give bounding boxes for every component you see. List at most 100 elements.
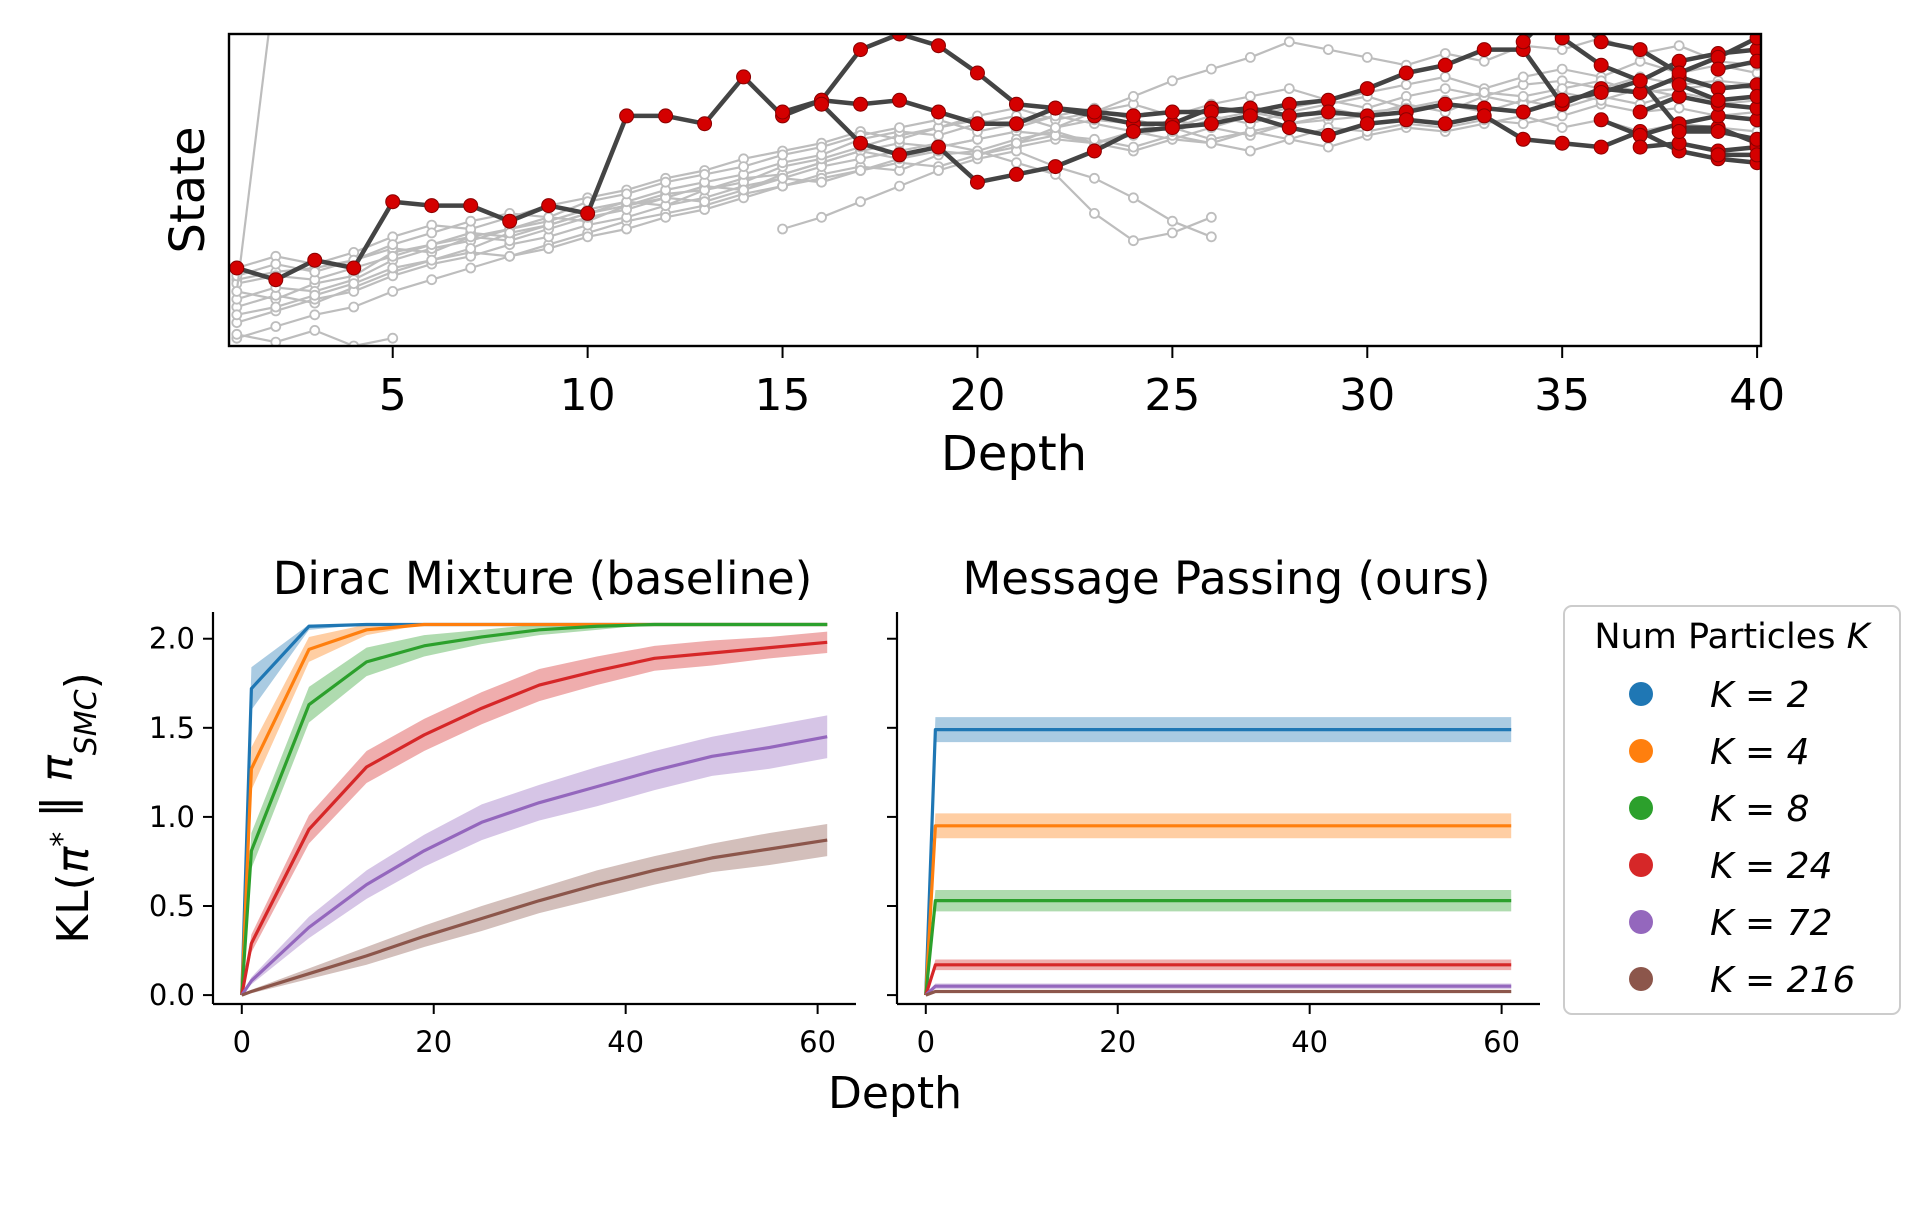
- background-point: [660, 211, 672, 223]
- particle-point: [969, 174, 985, 190]
- background-point: [270, 301, 282, 313]
- background-point: [348, 301, 360, 313]
- background-trajectory-9: [236, 79, 1758, 277]
- particle-point: [891, 34, 907, 42]
- particle-point: [930, 139, 946, 155]
- particle-point: [463, 198, 479, 214]
- top-y-axis-label: State: [160, 126, 216, 253]
- background-point: [309, 266, 321, 278]
- background-point: [1556, 110, 1568, 122]
- background-point: [1400, 79, 1412, 91]
- particle-point: [736, 69, 752, 85]
- background-point: [1439, 71, 1451, 83]
- top-x-tick-label: 25: [1144, 370, 1200, 421]
- particle-point: [1671, 77, 1687, 93]
- dirac-mixture-title: Dirac Mixture (baseline): [273, 552, 813, 605]
- background-point: [1089, 133, 1100, 145]
- surviving-trajectory-0: [236, 34, 1758, 282]
- background-point: [777, 149, 788, 161]
- particle-point: [1593, 85, 1609, 100]
- background-point: [1517, 118, 1529, 130]
- background-point: [426, 254, 438, 266]
- background-point: [465, 215, 477, 227]
- legend-label-3: K = 24: [1710, 846, 1832, 887]
- background-point: [1322, 44, 1334, 55]
- background-point: [777, 172, 788, 184]
- br-band-3: [925, 959, 1512, 996]
- particle-point: [1515, 34, 1531, 50]
- top-x-tick-label: 10: [560, 370, 616, 421]
- bl-y-tick-label: 1.5: [149, 711, 195, 745]
- background-point: [777, 223, 788, 235]
- background-point: [465, 243, 477, 254]
- particle-point: [1437, 96, 1453, 112]
- background-point: [387, 262, 399, 274]
- particle-point: [1437, 116, 1453, 132]
- background-point: [270, 258, 282, 270]
- legend-label-1: K = 4: [1710, 732, 1810, 773]
- particle-point: [853, 96, 869, 112]
- background-point: [309, 324, 321, 336]
- particle-point: [580, 205, 596, 221]
- background-point: [1556, 44, 1568, 55]
- background-point: [387, 250, 399, 262]
- particle-point: [1125, 124, 1141, 139]
- bl-x-tick-label: 20: [415, 1025, 452, 1059]
- background-point: [660, 176, 672, 188]
- br-band-1: [925, 813, 1512, 996]
- bl-line-4: [240, 735, 828, 996]
- background-trajectory-5: [236, 114, 1758, 340]
- particle-point: [1671, 124, 1687, 139]
- particle-point: [1749, 88, 1761, 104]
- legend-box: [1563, 605, 1901, 1015]
- particle-point: [1555, 0, 1569, 10]
- legend-title: Num Particles K: [1594, 617, 1872, 657]
- background-point: [1517, 91, 1529, 102]
- background-point: [1478, 55, 1490, 67]
- background-trajectory-3: [236, 91, 1758, 324]
- particle-point: [346, 260, 362, 276]
- particle-point: [1008, 166, 1024, 182]
- top-x-tick-label: 35: [1534, 370, 1590, 421]
- background-point: [855, 196, 866, 208]
- particle-point: [502, 213, 518, 229]
- particle-point: [541, 198, 557, 214]
- surviving-trajectory-7: [1639, 140, 1758, 154]
- particle-point: [268, 272, 284, 288]
- background-point: [1244, 145, 1256, 157]
- background-point: [1089, 172, 1100, 184]
- background-point: [1127, 141, 1139, 153]
- shared-x-axis-label: Depth: [828, 1068, 962, 1119]
- dirac-mixture-bands: [241, 624, 828, 996]
- background-point: [426, 274, 438, 286]
- particle-point: [1749, 53, 1761, 69]
- background-point: [1322, 141, 1334, 153]
- background-point: [1361, 52, 1373, 63]
- dirac-mixture-axes: [211, 612, 856, 1006]
- background-point: [1556, 63, 1568, 75]
- particle-point: [969, 65, 985, 81]
- bl-x-tick-label: 40: [607, 1025, 644, 1059]
- top-x-tick-label: 20: [949, 370, 1005, 421]
- legend-label-2: K = 8: [1710, 789, 1810, 830]
- particle-point: [1047, 100, 1063, 116]
- background-point: [387, 285, 399, 297]
- message-passing-panel: Message Passing (ours) 0 20 40 60: [887, 552, 1540, 1059]
- legend-label-0: K = 2: [1710, 675, 1810, 716]
- background-point: [1166, 75, 1178, 87]
- bl-band-5: [241, 824, 828, 996]
- br-line-0: [924, 727, 1512, 996]
- bl-y-tick-label: 2.0: [149, 622, 195, 656]
- bl-y-tick-label: 0.5: [149, 889, 195, 923]
- particle-point: [1164, 120, 1180, 136]
- background-point: [1166, 227, 1178, 239]
- br-line-5: [925, 989, 1512, 997]
- top-x-tick-label: 5: [379, 370, 407, 421]
- background-point: [1673, 102, 1685, 114]
- particle-point: [1632, 73, 1648, 89]
- particle-point: [1749, 34, 1761, 46]
- particle-point: [1086, 143, 1102, 159]
- kl-y-axis-label: KL(π* ‖ πSMC): [32, 672, 107, 944]
- particle-point: [1320, 127, 1336, 143]
